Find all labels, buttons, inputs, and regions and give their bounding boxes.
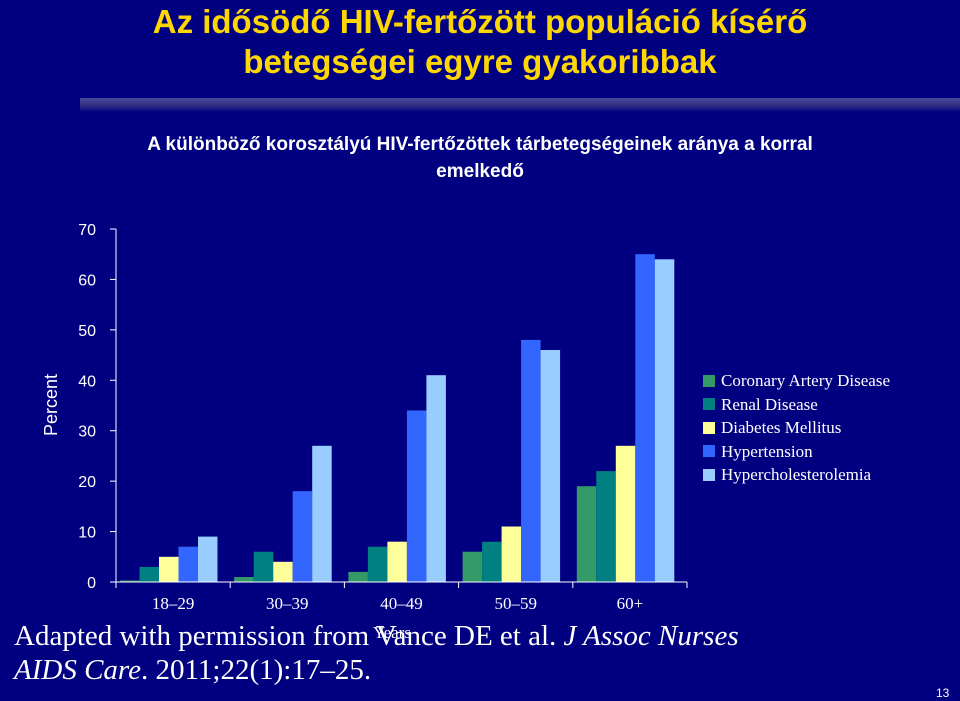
bar-renal-disease-4: [596, 471, 616, 582]
citation-journal-cont: AIDS Care: [14, 654, 141, 686]
y-tick-label: 70: [78, 222, 96, 239]
citation-ref: . 2011;22(1):17–25.: [141, 654, 372, 686]
bar-coronary-artery-disease-0: [120, 580, 140, 582]
legend-swatch: [703, 445, 715, 458]
subtitle-line-2: emelkedő: [436, 161, 524, 182]
legend-label: Renal Disease: [721, 394, 818, 414]
y-tick-label: 0: [87, 575, 96, 592]
bar-coronary-artery-disease-3: [462, 551, 483, 582]
legend-swatch: [703, 398, 715, 411]
y-tick-label: 30: [78, 424, 96, 441]
slide-subtitle: A különböző korosztályú HIV-fertőzöttek …: [0, 131, 960, 185]
citation-text: Adapted with permission from Vance DE et…: [14, 620, 557, 652]
citation-line-2: AIDS Care. 2011;22(1):17–25.: [14, 653, 739, 687]
bar-renal-disease-0: [139, 566, 159, 582]
citation: Adapted with permission from Vance DE et…: [14, 619, 739, 687]
bar-coronary-artery-disease-4: [576, 486, 597, 582]
title-line-1: Az idősödő HIV-fertőzött populáció kísér…: [152, 3, 808, 40]
bar-renal-disease-1: [253, 551, 274, 582]
bar-diabetes-mellitus-1: [273, 561, 293, 582]
bar-hypercholesterolemia-1: [312, 445, 332, 582]
y-tick-label: 10: [78, 525, 96, 542]
legend-item: Renal Disease: [703, 393, 890, 417]
legend-item: Hypercholesterolemia: [703, 463, 890, 487]
legend-item: Coronary Artery Disease: [703, 369, 890, 393]
bar-diabetes-mellitus-4: [615, 445, 636, 582]
bar-renal-disease-2: [367, 546, 388, 582]
bar-diabetes-mellitus-0: [159, 556, 179, 582]
legend-item: Hypertension: [703, 440, 890, 464]
y-tick-label: 50: [78, 323, 96, 340]
bar-hypercholesterolemia-2: [426, 375, 446, 582]
y-axis-title: Percent: [41, 374, 61, 436]
x-category-label: 30–39: [266, 594, 309, 613]
citation-line-1: Adapted with permission from Vance DE et…: [14, 619, 739, 653]
title-divider: [80, 98, 960, 112]
page-number: 13: [936, 686, 950, 700]
title-line-2: betegségei egyre gyakoribbak: [243, 43, 717, 80]
bar-coronary-artery-disease-2: [348, 571, 368, 582]
chart-legend: Coronary Artery Disease Renal Disease Diab…: [703, 369, 890, 487]
x-category-label: 40–49: [380, 594, 423, 613]
bar-hypertension-4: [635, 254, 655, 582]
x-category-label: 60+: [617, 594, 644, 613]
legend-label: Hypercholesterolemia: [721, 465, 872, 484]
x-category-label: 18–29: [152, 594, 195, 613]
bar-hypercholesterolemia-0: [198, 536, 218, 582]
y-tick-label: 20: [78, 474, 96, 491]
slide-title: Az idősödő HIV-fertőzött populáció kísér…: [0, 2, 960, 82]
legend-label: Hypertension: [721, 441, 813, 461]
legend-swatch: [703, 468, 715, 481]
x-category-label: 50–59: [494, 594, 537, 613]
bar-hypertension-0: [178, 546, 198, 582]
bar-coronary-artery-disease-1: [234, 577, 254, 582]
legend-item: Diabetes Mellitus: [703, 416, 890, 440]
legend-label: Diabetes Mellitus: [721, 418, 842, 437]
subtitle-line-1: A különböző korosztályú HIV-fertőzöttek …: [147, 134, 813, 155]
bar-hypercholesterolemia-4: [654, 259, 675, 582]
citation-journal: J Assoc Nurses: [563, 620, 739, 652]
bar-hypertension-3: [521, 339, 541, 582]
bar-diabetes-mellitus-3: [501, 526, 522, 582]
bars-layer: [120, 254, 675, 582]
bar-hypercholesterolemia-3: [540, 350, 561, 582]
y-tick-label: 60: [78, 272, 96, 289]
bar-hypertension-2: [406, 410, 427, 582]
legend-swatch: [703, 374, 715, 387]
bar-diabetes-mellitus-2: [387, 541, 407, 582]
axes-layer: 0 10 20 30 40 50 60 70 18–29 30–39 40–49 50–59 60+ Pe…: [41, 222, 688, 642]
bar-hypertension-1: [292, 491, 313, 582]
bar-renal-disease-3: [482, 541, 502, 582]
x-axis-title: Years: [373, 623, 411, 642]
legend-label: Coronary Artery Disease: [721, 371, 891, 390]
legend-swatch: [703, 421, 715, 434]
y-tick-label: 40: [78, 373, 96, 390]
